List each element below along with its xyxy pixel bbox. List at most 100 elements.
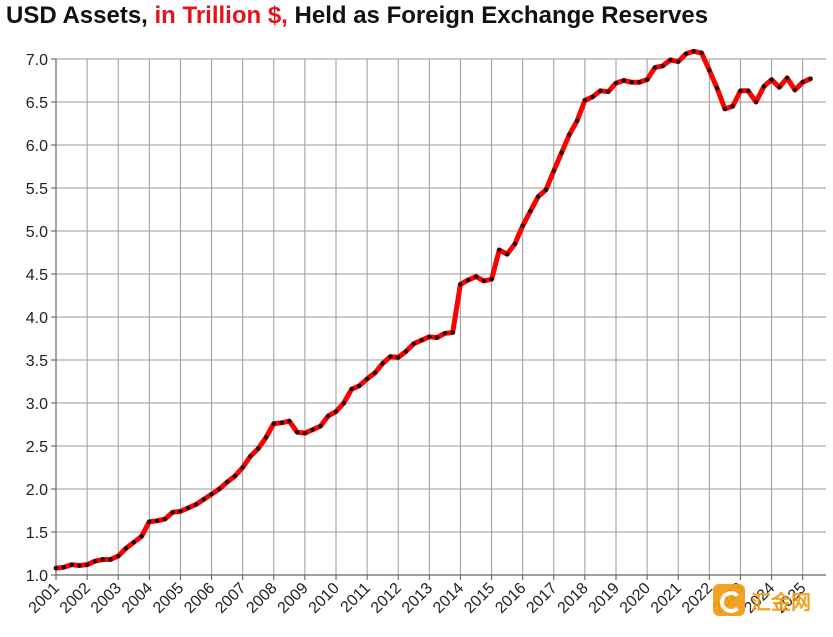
data-point [77,563,82,568]
data-point [808,76,813,82]
data-point [419,338,424,343]
data-point [434,335,440,340]
watermark-logo-icon [713,584,745,616]
data-point [691,49,696,54]
x-tick-label: 2009 [275,580,312,617]
x-tick-label: 2014 [430,580,467,617]
x-tick-label: 2012 [368,580,405,617]
data-point [333,409,339,414]
y-tick-label: 5.5 [26,181,48,198]
data-point [357,383,362,388]
data-point [294,430,300,435]
data-point [53,565,59,571]
x-tick-label: 2015 [461,580,498,617]
data-point [263,435,269,440]
data-point [574,118,580,124]
data-point [388,354,393,359]
y-tick-labels: 1.0 1.5 2.0 2.5 3.0 3.5 4.0 4.5 5.0 5.5 6.0 6.5 7.0 [26,52,48,585]
data-point [753,99,759,105]
data-point [318,424,323,429]
data-point [473,274,479,279]
data-point [481,278,486,284]
title-part2: Held as Foreign Exchange Reserves [287,2,709,29]
y-tick-label: 2.0 [26,482,48,499]
data-point [154,518,160,523]
data-point [590,94,595,100]
x-tick-label: 2005 [150,580,187,617]
data-point [598,88,603,94]
x-tick-label: 2002 [57,580,94,617]
x-tick-label: 2017 [523,580,560,617]
data-point [69,562,74,567]
x-tick-label: 2007 [212,580,249,617]
data-point [372,370,378,376]
data-point [84,562,90,567]
x-tick-label: 2001 [26,580,63,617]
data-point [660,63,665,69]
data-point [784,75,790,81]
data-point [707,68,712,73]
data-point [240,465,245,470]
data-point [582,98,588,103]
y-tick-label: 4.5 [26,267,48,284]
data-point [722,106,728,112]
data-point [116,553,121,559]
data-point [792,87,798,93]
x-tick-label: 2011 [338,580,374,616]
vertical-gridlines [55,59,804,580]
watermark: 汇金网 [713,582,823,618]
chart-title: USD Assets, in Trillion $, Held as Forei… [6,2,708,30]
x-tick-labels: 2001200220032004200520062007200820092010… [26,580,810,617]
data-point [497,247,502,253]
data-point [349,387,354,392]
x-tick-label: 2020 [617,580,654,617]
data-point [271,421,276,426]
y-tick-label: 3.0 [26,396,48,413]
data-point [730,104,735,109]
data-point [520,223,525,228]
x-tick-label: 2003 [88,580,125,617]
data-point [629,80,634,85]
data-point [108,557,113,562]
data-point [442,331,448,336]
title-part1: USD Assets, [6,2,155,29]
axes [55,59,826,576]
y-tick-label: 3.5 [26,353,48,370]
data-point [100,557,105,562]
data-point [217,486,222,492]
data-point [209,492,214,497]
data-point [559,150,564,155]
data-point [147,519,152,524]
x-tick-label: 2004 [119,580,156,617]
data-point [302,430,308,436]
data-point [61,565,66,570]
data-point [489,277,494,282]
data-point [466,277,471,283]
data-point [139,534,144,539]
x-tick-label: 2019 [586,580,623,617]
series-line [53,48,813,571]
x-tick-label: 2021 [648,580,685,617]
data-point [396,355,401,360]
data-point [699,50,704,56]
data-point [310,427,315,432]
data-point [652,65,658,70]
title-accent: in Trillion $, [154,2,288,29]
data-point [543,187,549,192]
data-point [644,77,650,82]
y-tick-label: 2.5 [26,439,48,456]
data-point [777,85,782,90]
data-point [186,505,191,511]
watermark-text: 汇金网 [751,591,811,614]
x-tick-label: 2010 [306,580,343,617]
data-point [800,80,805,85]
data-point [248,454,253,459]
data-point [528,209,533,214]
data-series [53,48,813,571]
data-point [613,80,619,86]
y-tick-label: 6.0 [26,138,48,155]
data-point [450,330,455,335]
y-tick-label: 6.5 [26,95,48,112]
data-point [668,57,673,63]
